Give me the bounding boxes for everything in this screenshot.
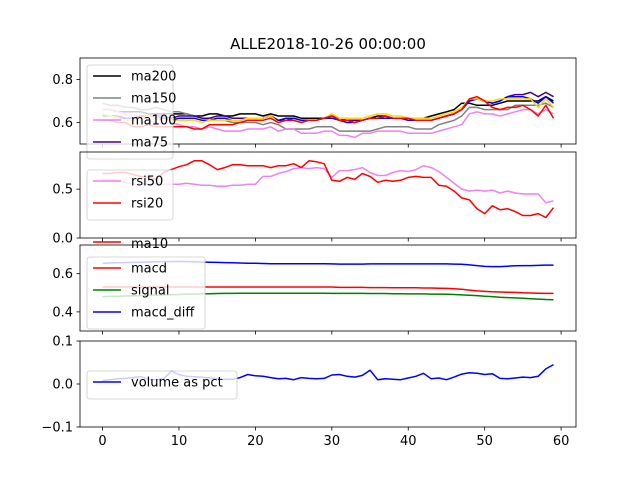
series-line-ma150 [102, 102, 554, 132]
x-tick-label: 30 [324, 434, 341, 449]
y-tick-label: −0.1 [41, 421, 73, 436]
legend-box [86, 169, 174, 221]
subplot-2: 0.0 0.5 rsi50 rsi20 [52, 151, 577, 247]
x-tick-label: 10 [171, 434, 188, 449]
legend: ma200 ma150 ma100 ma75 [86, 64, 176, 160]
x-tick-label: 40 [400, 434, 417, 449]
legend-box [86, 256, 206, 330]
legend-label: ma100 [131, 114, 176, 129]
subplot-1: 0.6 0.8 ma200 ma150 ma100 ma75 [52, 57, 577, 160]
x-tick-label: 20 [247, 434, 264, 449]
legend-overflow: ma10 [93, 237, 168, 252]
y-tick-label: 0.8 [52, 73, 73, 88]
legend-box [86, 64, 174, 160]
legend-label: signal [131, 284, 169, 299]
x-tick-label: 50 [476, 434, 493, 449]
series-line-7 [102, 95, 555, 130]
legend-label: ma10 [131, 237, 168, 252]
legend-label: ma75 [131, 136, 168, 151]
series-lines [102, 91, 555, 139]
y-tick-label: 0.4 [52, 305, 73, 320]
x-tick-label: 0 [98, 434, 106, 449]
series-line-rsi20 [102, 160, 555, 219]
series-line-6 [102, 98, 555, 124]
legend-box [86, 370, 238, 400]
y-tick-label: 0.0 [52, 378, 73, 393]
legend: volume as pct [86, 370, 238, 400]
legend-label: rsi50 [131, 175, 163, 190]
legend-label: volume as pct [131, 376, 223, 391]
y-tick-label: 0.0 [52, 232, 73, 247]
legend-label: ma200 [131, 70, 176, 85]
legend-label: macd_diff [131, 306, 195, 321]
axes-frame [79, 151, 577, 239]
legend-label: macd [131, 262, 167, 277]
x-tick-labels: 0 10 20 30 40 50 60 [98, 434, 569, 449]
axes-frame [79, 57, 577, 145]
subplot-3: 0.4 0.6 macd signal macd_diff [52, 244, 577, 335]
axes-frame [79, 244, 577, 332]
y-tick-label: 0.6 [52, 116, 73, 131]
series-line-ma100 [102, 108, 554, 139]
chart-title: ALLE2018-10-26 00:00:00 [230, 35, 426, 53]
legend-label: ma150 [131, 92, 176, 107]
legend-label: rsi20 [131, 197, 163, 212]
y-tick-label: 0.1 [52, 335, 73, 350]
y-tick-label: 0.5 [52, 183, 73, 198]
y-tick-label: 0.6 [52, 267, 73, 282]
legend: rsi50 rsi20 [86, 169, 174, 221]
series-lines [102, 160, 555, 219]
x-tick-label: 60 [553, 434, 570, 449]
subplot-4: −0.1 0.0 0.1 volume as pct [41, 335, 577, 436]
legend: macd signal macd_diff [86, 256, 206, 330]
subplots: 0.60.8 ma200ma150ma100ma750.00.5rsi50rsi2… [41, 57, 577, 449]
